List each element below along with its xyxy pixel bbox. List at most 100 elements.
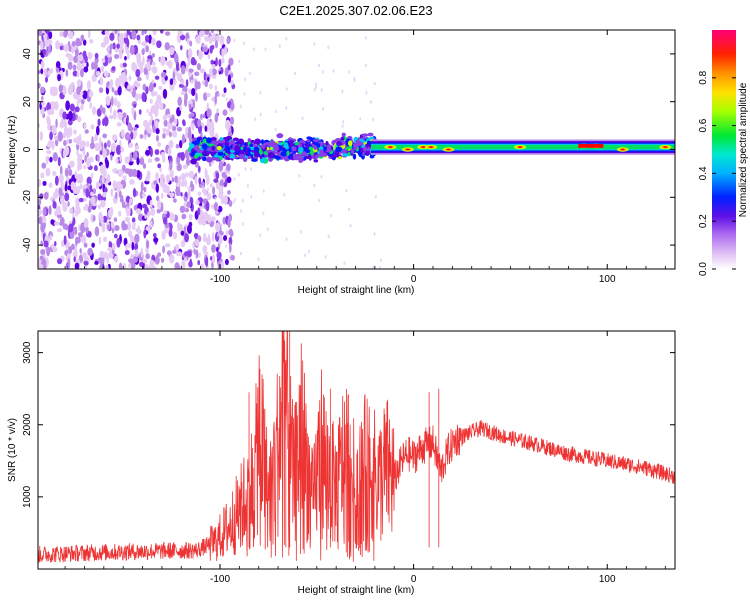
spectrogram-speckle [160, 257, 165, 263]
spectrogram-speckle [182, 164, 189, 170]
spectrogram-speckle [99, 264, 103, 269]
spectrogram-speckle [58, 84, 63, 93]
spectrogram-hotspot [663, 146, 668, 148]
spectrogram-speckle [220, 57, 225, 64]
spectrogram-speckle [177, 96, 183, 107]
spectrogram-speckle [250, 167, 253, 171]
x-tick-label: 100 [599, 574, 616, 585]
spectrogram-speckle [65, 69, 69, 77]
spectrogram-speckle [50, 67, 54, 74]
spectrogram-speckle [177, 175, 182, 184]
spectrogram-speckle [69, 103, 75, 112]
spectrogram-speckle [112, 168, 118, 174]
spectrogram-speckle [206, 93, 211, 98]
spectrogram-speckle [160, 55, 166, 66]
spectrogram-speckle [252, 47, 255, 51]
spectrogram-speckle [225, 97, 228, 101]
spectrogram-speckle [62, 202, 68, 212]
spectrogram-speckle [74, 226, 78, 236]
spectrogram-speckle [52, 246, 58, 253]
spectrogram-speckle [136, 157, 140, 166]
spectrogram-speckle [114, 30, 118, 35]
spectrogram-speckle [226, 176, 232, 184]
spectrogram-speckle [169, 78, 174, 86]
spectrogram-speckle [108, 114, 114, 120]
spectrogram-speckle [136, 34, 141, 41]
spectrogram-speckle [42, 48, 47, 56]
spectrogram-speckle [227, 190, 231, 195]
spectrogram-speckle [209, 128, 215, 138]
spectrogram-speckle [168, 131, 172, 138]
spectrogram-speckle [101, 175, 105, 184]
spectrogram-speckle [184, 172, 189, 178]
spectrogram-speckle [186, 250, 192, 258]
spectrogram-speckle [210, 59, 215, 65]
spectrogram-band-cell [275, 156, 281, 160]
spectrogram-speckle [121, 164, 126, 172]
spectrogram-speckle [41, 215, 47, 224]
spectrogram-speckle [69, 56, 75, 61]
spectrogram-speckle [121, 220, 126, 231]
spectrogram-speckle [72, 70, 78, 77]
spectrogram-speckle [124, 250, 130, 256]
spectrogram-speckle [135, 145, 140, 150]
spectrogram-speckle [229, 242, 232, 254]
spectrogram-speckle [168, 140, 174, 149]
spectrogram-speckle [197, 81, 201, 90]
spectrogram-speckle [148, 111, 153, 117]
spectrogram-speckle [76, 156, 82, 164]
spectrogram-speckle [83, 66, 89, 73]
spectrogram-speckle [299, 229, 302, 234]
spectrogram-speckle [76, 98, 80, 108]
spectrogram-band-cell [251, 158, 258, 162]
spectrogram-speckle [183, 257, 187, 262]
spectrogram-speckle [86, 140, 90, 148]
spectrogram-speckle [372, 117, 375, 122]
spectrogram-speckle [115, 144, 122, 156]
spectrogram-speckle [194, 239, 200, 247]
spectrogram-speckle [209, 45, 213, 54]
spectrogram-speckle [197, 216, 203, 225]
spectrogram-speckle [82, 39, 87, 46]
spectrogram-speckle [154, 75, 160, 80]
spectrogram-speckle [62, 85, 67, 96]
spectrogram-speckle [176, 163, 182, 172]
spectrogram-speckle [79, 183, 83, 190]
spectrogram-speckle [137, 213, 144, 222]
spectrogram-speckle [285, 237, 288, 241]
spectrogram-speckle [65, 100, 70, 111]
spectrogram-speckle [92, 188, 97, 195]
spectrogram-speckle [202, 45, 208, 53]
spectrogram-speckle [327, 45, 330, 50]
spectrogram-speckle [155, 172, 159, 181]
spectrogram-speckle [233, 38, 236, 43]
snr-y-ticks: 1000 2000 3000 [22, 341, 675, 508]
spectrogram-hotspot [406, 148, 410, 151]
spectrogram-speckle [204, 125, 208, 132]
spectrogram-speckle [67, 119, 73, 126]
spectrogram-band-cell [229, 153, 235, 159]
spectrogram-speckle [184, 191, 188, 198]
spectrogram-speckle [83, 217, 89, 229]
spectrogram-speckle [110, 154, 113, 161]
y-tick-label: -40 [22, 237, 33, 252]
spectrogram-speckle [185, 207, 189, 213]
spectrogram-speckle [88, 90, 94, 98]
spectrogram-speckle [195, 92, 198, 102]
spectrogram-speckle [97, 118, 101, 127]
spectrogram-speckle [50, 108, 55, 115]
spectrogram-speckle [113, 233, 118, 239]
spectrogram-hotspot [620, 148, 625, 151]
spectrogram-speckle [223, 235, 228, 242]
spectrogram-speckle [212, 253, 216, 265]
spectrogram-speckle [223, 194, 228, 205]
spectrogram-speckle [372, 265, 375, 269]
spectrogram-speckle [180, 240, 186, 248]
spectrogram-speckle [106, 140, 111, 148]
spectrogram-speckle [177, 72, 181, 78]
spectrogram-speckle [180, 90, 186, 95]
spectrogram-speckle [380, 258, 383, 263]
spectrogram-speckle [41, 162, 47, 169]
spectrogram-band-cell [215, 156, 220, 162]
spectrogram-band-cell [253, 151, 260, 158]
